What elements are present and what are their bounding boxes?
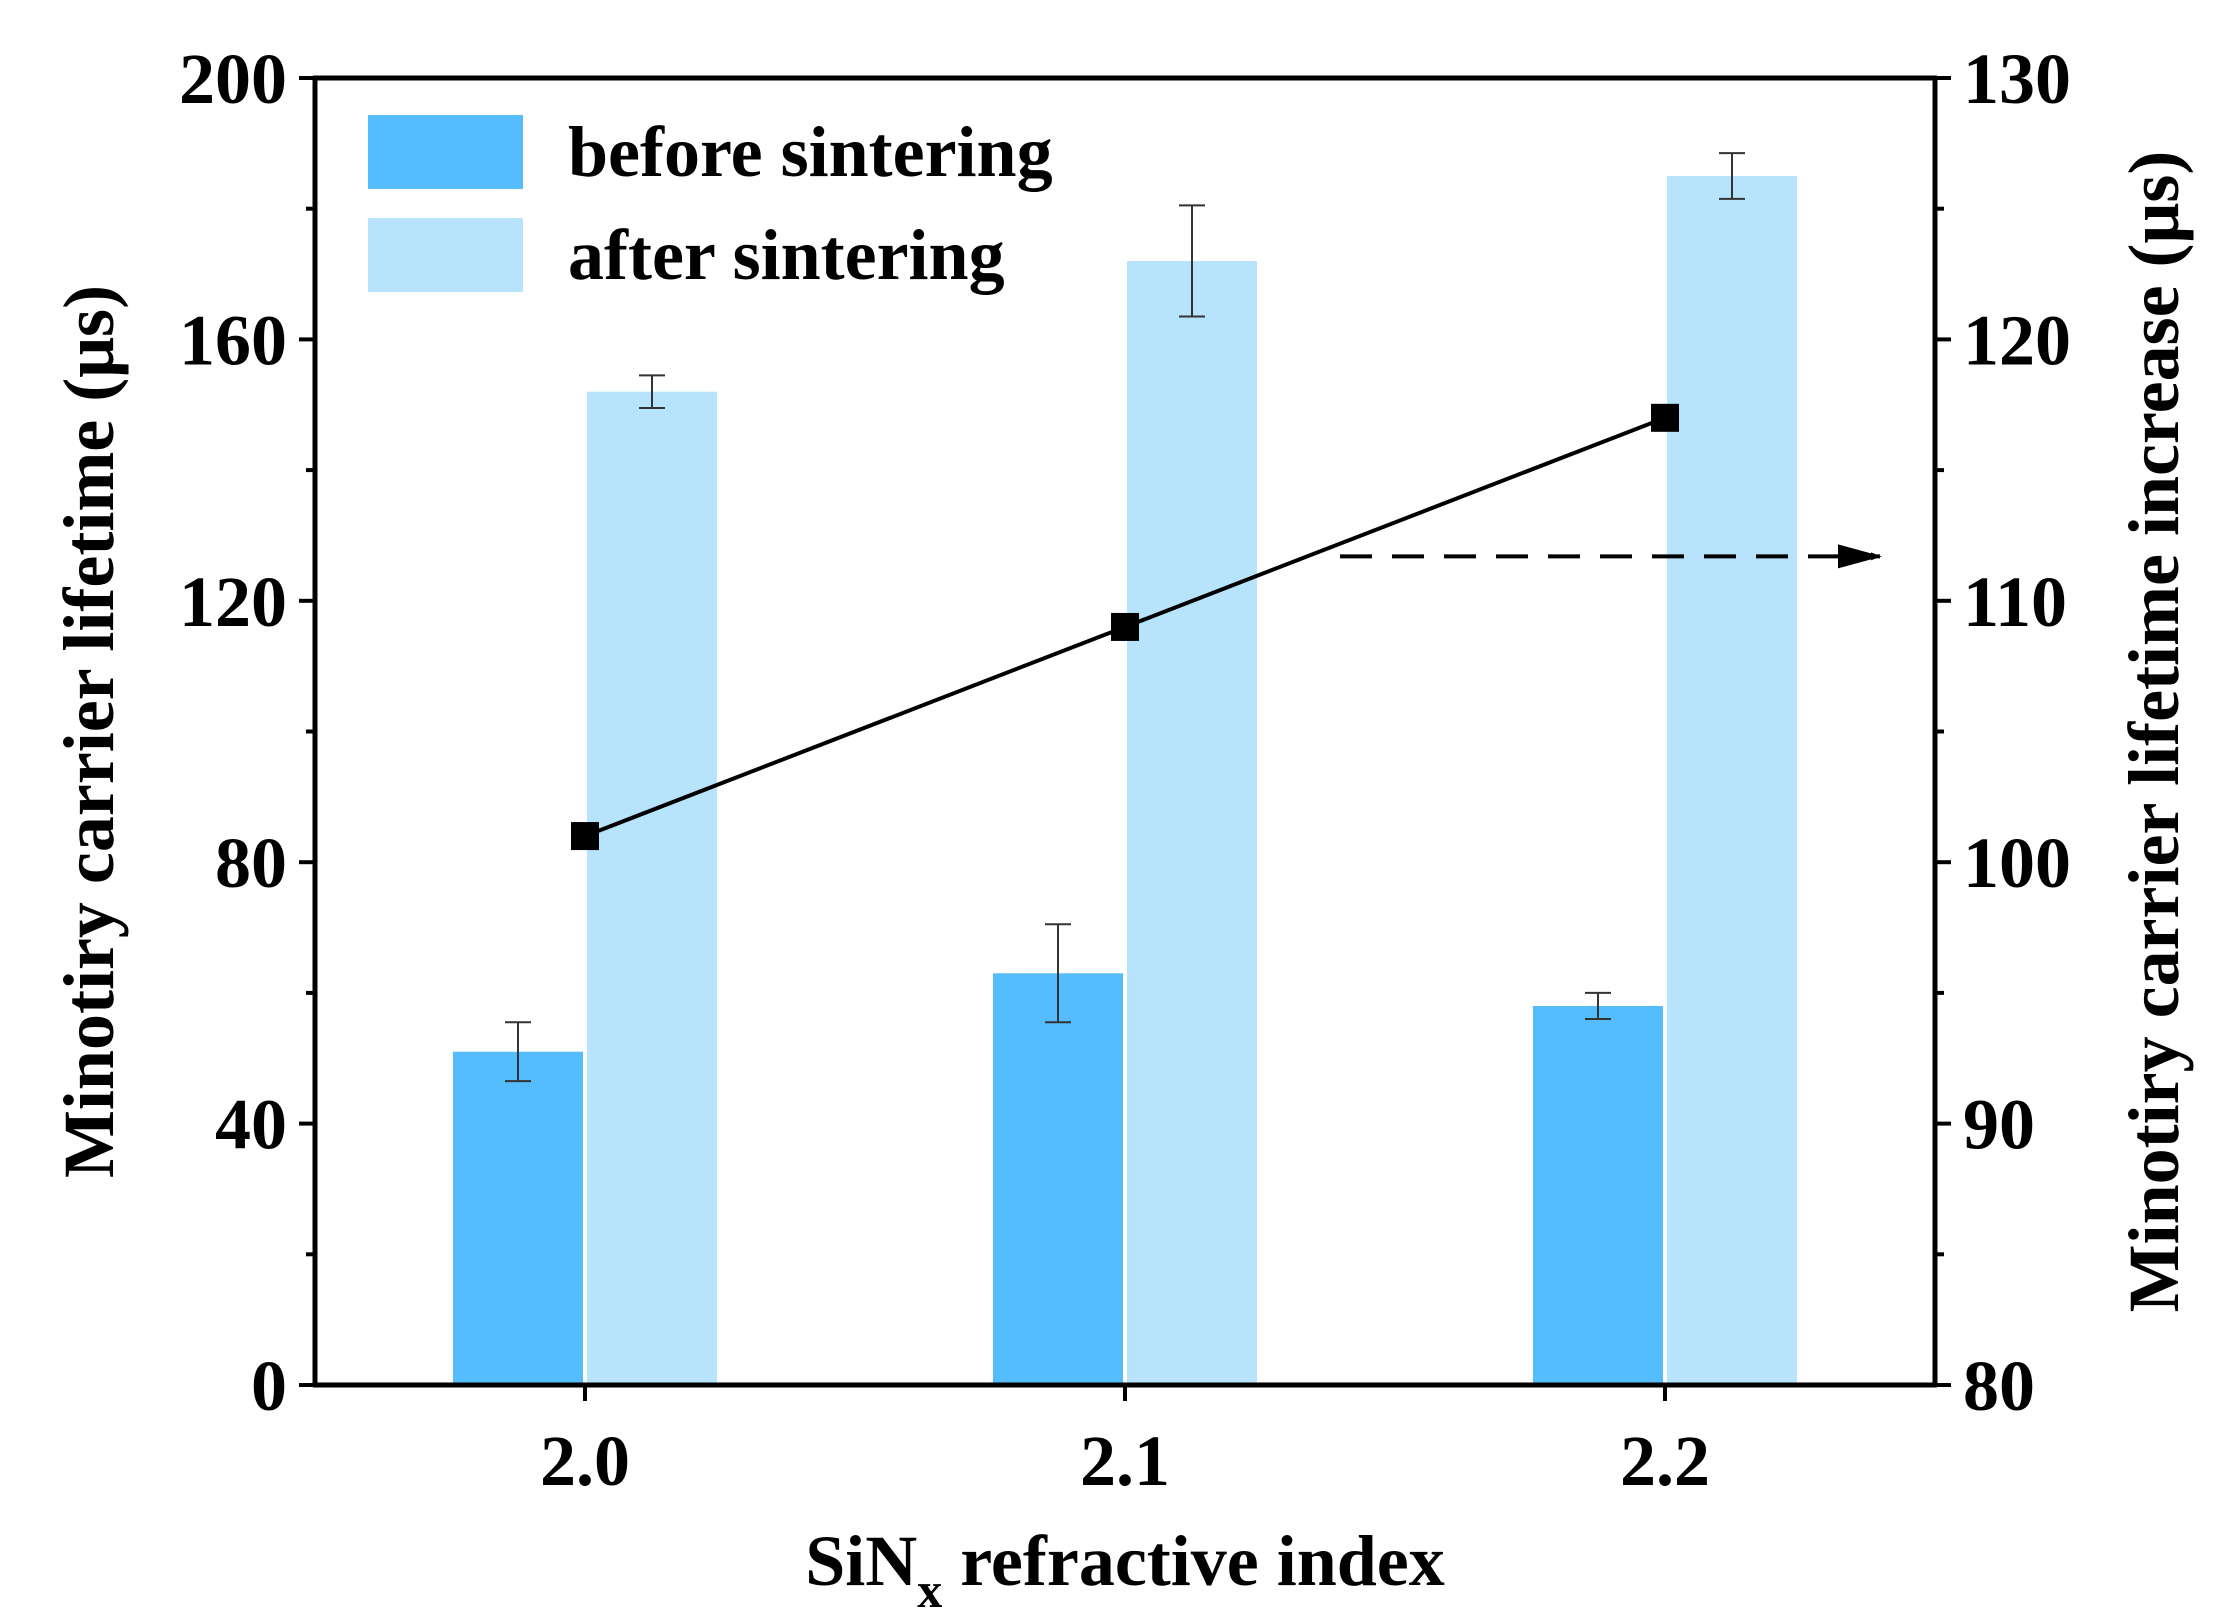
legend: before sintering after sintering	[368, 112, 1053, 295]
arrowhead	[1838, 544, 1882, 569]
y-left-tick-label: 40	[215, 1085, 287, 1165]
error-bar-after-2	[1179, 204, 1205, 318]
ticks-layer: 0 40 80 120 160 200 80 90 100 110 120 130 2.0 2.1 2.2	[179, 39, 2071, 1501]
annotation-layer	[1340, 544, 1882, 569]
bar-before-sintering-1	[453, 1051, 583, 1385]
y-right-tick-label: 130	[1963, 39, 2071, 119]
x-tick-label: 2.0	[540, 1421, 630, 1501]
y-right-tick-label: 120	[1963, 300, 2071, 380]
error-bar-before-1	[505, 1021, 531, 1083]
line-marker-2	[1111, 612, 1139, 641]
bar-before-sintering-2	[993, 973, 1123, 1385]
legend-swatch-after	[368, 218, 523, 292]
y-right-tick-label: 100	[1963, 823, 2071, 903]
bar-after-sintering-1	[587, 391, 717, 1385]
x-axis-title: SiNx refractive index	[805, 1521, 1445, 1618]
axis-titles: SiNx refractive index Minotiry carrier li…	[49, 151, 2194, 1618]
y-right-tick-label: 90	[1963, 1085, 2035, 1165]
line-marker-3	[1651, 403, 1679, 432]
x-tick-label: 2.1	[1080, 1421, 1170, 1501]
y-right-tick-label: 80	[1963, 1346, 2035, 1426]
y-axis-left-title: Minotiry carrier lifetime (μs)	[49, 285, 129, 1178]
bars-layer	[453, 176, 1797, 1386]
bar-after-sintering-2	[1127, 260, 1257, 1386]
x-axis-title-prefix: SiN	[805, 1521, 917, 1601]
x-axis-title-subscript: x	[917, 1562, 942, 1618]
line-marker-1	[571, 822, 599, 851]
y-left-tick-label: 80	[215, 823, 287, 903]
x-tick-label: 2.2	[1620, 1421, 1710, 1501]
y-right-tick-label: 110	[1963, 562, 2067, 642]
x-axis-title-suffix: refractive index	[942, 1521, 1445, 1601]
error-bar-before-2	[1045, 923, 1071, 1024]
y-left-tick-label: 0	[251, 1346, 287, 1426]
error-bar-before-3	[1585, 991, 1611, 1021]
y-axis-right-title: Minotiry carrier lifetime increase (μs)	[2114, 151, 2194, 1313]
y-left-tick-label: 160	[179, 300, 287, 380]
legend-swatch-before	[368, 115, 523, 189]
legend-label-after: after sintering	[568, 215, 1005, 295]
error-bar-after-1	[639, 374, 665, 410]
legend-label-before: before sintering	[568, 112, 1053, 192]
y-left-tick-label: 120	[179, 562, 287, 642]
bar-after-sintering-3	[1667, 176, 1797, 1385]
y-left-tick-label: 200	[179, 39, 287, 119]
line-series-layer	[571, 403, 1679, 851]
error-bar-after-3	[1719, 152, 1745, 200]
bar-before-sintering-3	[1533, 1005, 1663, 1385]
error-bars-layer	[505, 152, 1745, 1083]
